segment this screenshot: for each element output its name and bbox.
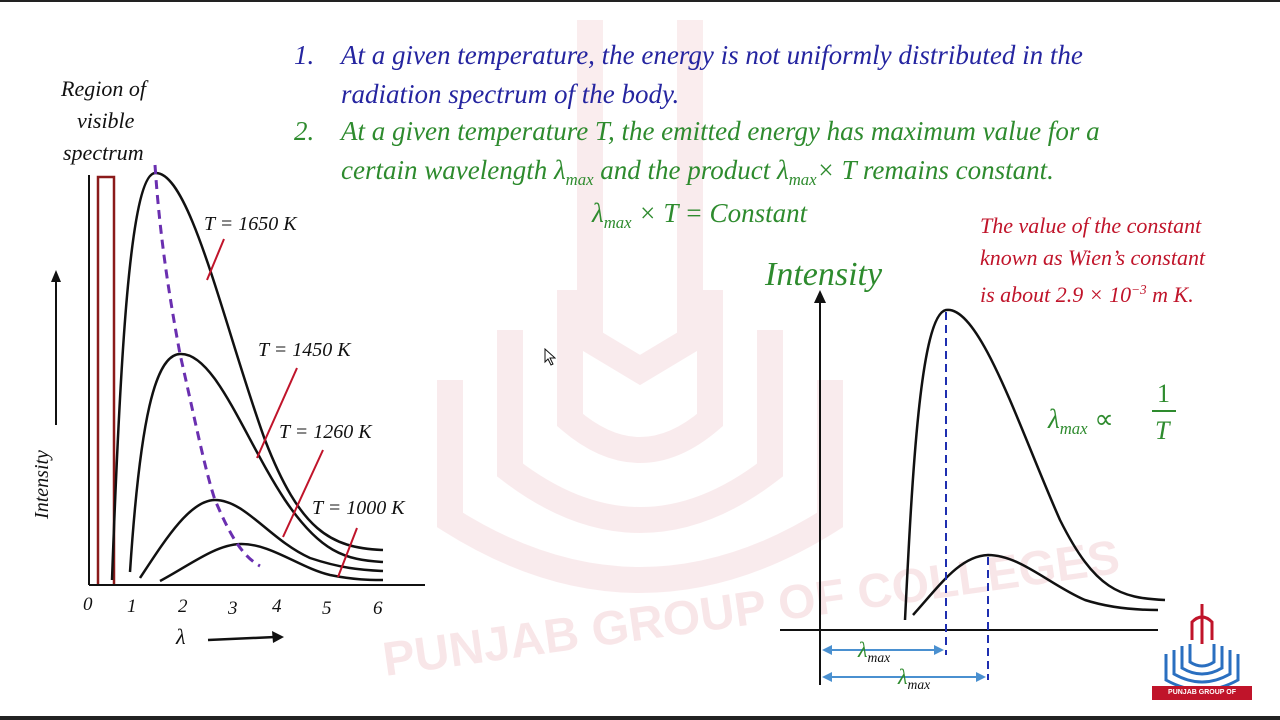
visible-region-bar xyxy=(96,175,116,585)
lambda-arrow-2-right xyxy=(976,672,986,682)
wien-note-exponent: −3 xyxy=(1131,282,1147,297)
lambda-1-symbol: λ xyxy=(858,637,868,662)
point-1-line1: At a given temperature, the energy is no… xyxy=(341,40,1083,70)
wien-note-line1: The value of the constant xyxy=(980,213,1202,238)
watermark-arc-outer xyxy=(437,380,843,593)
top-border xyxy=(0,0,1280,2)
logo-arc-1 xyxy=(1164,654,1240,692)
proportional-expression: λmax ∝ xyxy=(1048,404,1114,439)
lambda-2-sub: max xyxy=(907,676,931,692)
point-2-text-b: and the product λ xyxy=(593,155,789,185)
point-2-line1: At a given temperature T, the emitted en… xyxy=(341,116,1100,146)
curve-1450k xyxy=(128,352,384,573)
region-label-line2: visible xyxy=(77,108,135,133)
wien-note-text-b: m K. xyxy=(1146,281,1194,307)
x-tick-6: 6 xyxy=(373,598,383,619)
region-label-line3: spectrum xyxy=(63,140,144,165)
prop-lambda: λ xyxy=(1048,404,1060,434)
watermark-arc-mid xyxy=(497,330,783,533)
label-1650k: T = 1650 K xyxy=(204,213,297,235)
right-curve-high xyxy=(903,308,1166,621)
label-1260k: T = 1260 K xyxy=(279,421,372,443)
formula-lambda: λ xyxy=(592,198,604,228)
leader-1650k xyxy=(206,238,225,281)
x-tick-2: 2 xyxy=(178,596,188,617)
leader-1450k xyxy=(256,367,298,459)
fraction-numerator: 1 xyxy=(1157,379,1170,408)
point-2-number: 2. xyxy=(294,116,315,146)
mouse-cursor-icon xyxy=(544,348,556,366)
watermark-pillar xyxy=(577,20,703,386)
right-y-label: Intensity xyxy=(765,256,883,293)
lambda-max-label-2: λmax xyxy=(898,664,930,693)
x-tick-5: 5 xyxy=(322,598,332,619)
prop-sub: max xyxy=(1059,418,1088,438)
lambda-arrow-1-left xyxy=(822,645,832,655)
label-1000k: T = 1000 K xyxy=(312,497,405,519)
x-tick-1: 1 xyxy=(127,596,137,617)
lambda-arrow-1-right xyxy=(934,645,944,655)
logo-text: PUNJAB GROUP OF COLLEGES xyxy=(1152,686,1252,710)
prop-symbol: ∝ xyxy=(1094,404,1114,434)
formula-rest: × T = Constant xyxy=(638,198,808,228)
left-x-arrow-head xyxy=(272,631,284,643)
point-2-text-a: certain wavelength λ xyxy=(341,155,566,185)
x-tick-4: 4 xyxy=(272,596,282,617)
label-1450k: T = 1450 K xyxy=(258,339,351,361)
right-curve-low xyxy=(912,553,1159,616)
peak-locus-dashed xyxy=(153,164,261,568)
point-2-sub-1: max xyxy=(565,169,594,189)
curve-1650k xyxy=(110,171,384,581)
lambda-arrow-2-left xyxy=(822,672,832,682)
point-2-text-c: × T remains constant. xyxy=(816,155,1054,185)
wien-note-line3: is about 2.9 × 10−3 m K. xyxy=(980,274,1194,311)
wien-note-text-a: is about 2.9 × 10 xyxy=(980,281,1132,307)
logo-arc-2 xyxy=(1172,650,1232,684)
lambda-2-symbol: λ xyxy=(898,664,908,689)
leader-1260k xyxy=(282,449,324,538)
logo-arc-4 xyxy=(1188,644,1216,668)
wien-formula: λmax × T = Constant xyxy=(592,198,807,233)
wien-note-line2: known as Wien’s constant xyxy=(980,245,1206,270)
left-x-arrow-line xyxy=(207,635,276,642)
point-1-number: 1. xyxy=(294,40,315,70)
point-2-line2: certain wavelength λmax and the product … xyxy=(341,155,1054,190)
formula-sub: max xyxy=(603,212,632,232)
watermark-arc-inner xyxy=(557,290,723,463)
point-1-line2: radiation spectrum of the body. xyxy=(341,79,680,109)
lambda-max-label-1: λmax xyxy=(858,637,890,666)
region-label-line1: Region of xyxy=(61,76,146,101)
x-tick-0: 0 xyxy=(83,594,93,615)
right-y-arrow-head xyxy=(814,290,826,303)
left-y-arrow-head xyxy=(51,270,61,282)
curve-1000k xyxy=(159,542,384,583)
leader-1000k xyxy=(337,527,358,578)
lambda-1-sub: max xyxy=(867,649,891,665)
left-x-label: λ xyxy=(176,624,186,649)
point-2-sub-2: max xyxy=(788,169,817,189)
x-tick-3: 3 xyxy=(228,598,238,619)
bottom-border xyxy=(0,716,1280,720)
fraction-denominator: T xyxy=(1155,416,1170,445)
logo-arc-3 xyxy=(1180,646,1224,676)
